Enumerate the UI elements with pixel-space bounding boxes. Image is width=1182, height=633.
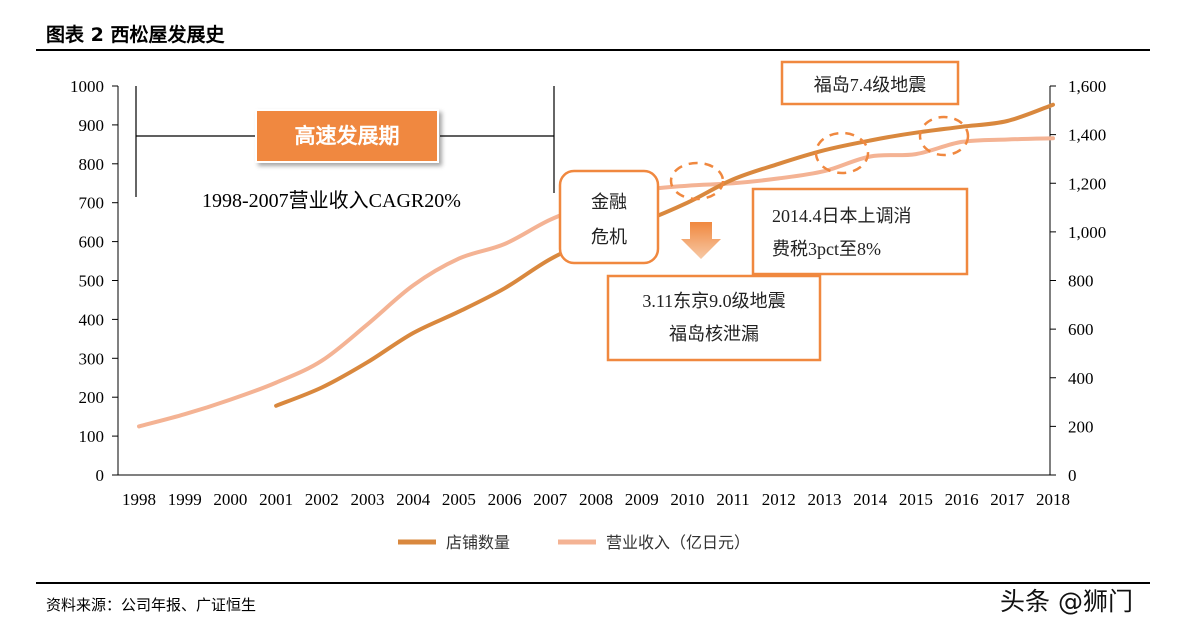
x-tick-label: 1999 bbox=[168, 490, 202, 509]
quake-2011-line-2: 福岛核泄漏 bbox=[669, 324, 759, 344]
title-rule bbox=[36, 49, 1150, 51]
crisis-callout: 金融 危机 bbox=[558, 169, 660, 265]
right-axis-ticks: 0 200 400 600 800 1,000 1,200 1,400 1,600 bbox=[1050, 77, 1106, 485]
right-tick-label: 200 bbox=[1068, 417, 1094, 436]
right-tick-label: 0 bbox=[1068, 466, 1077, 485]
source-rule bbox=[36, 582, 1150, 584]
right-tick-label: 1,400 bbox=[1068, 126, 1106, 145]
right-tick-label: 1,600 bbox=[1068, 77, 1106, 96]
high-growth-bracket: 高速发展期 bbox=[135, 86, 555, 197]
x-tick-label: 2014 bbox=[853, 490, 888, 509]
x-tick-label: 2016 bbox=[945, 490, 979, 509]
down-arrow-icon bbox=[681, 222, 721, 259]
right-tick-label: 400 bbox=[1068, 369, 1094, 388]
right-tick-label: 600 bbox=[1068, 320, 1094, 339]
right-tick-label: 800 bbox=[1068, 272, 1094, 291]
x-tick-label: 2011 bbox=[716, 490, 749, 509]
left-tick-label: 600 bbox=[79, 233, 105, 252]
left-tick-label: 500 bbox=[79, 272, 105, 291]
source-note: 资料来源：公司年报、广证恒生 bbox=[46, 596, 257, 614]
x-tick-label: 2001 bbox=[259, 490, 293, 509]
x-tick-label: 2009 bbox=[625, 490, 659, 509]
crisis-line-2: 危机 bbox=[591, 227, 627, 247]
x-tick-label: 2000 bbox=[213, 490, 247, 509]
left-tick-label: 900 bbox=[79, 116, 105, 135]
x-tick-label: 2010 bbox=[670, 490, 704, 509]
x-tick-label: 2007 bbox=[533, 490, 568, 509]
x-tick-label: 2006 bbox=[488, 490, 522, 509]
left-axis-ticks: 0 100 200 300 400 500 600 700 800 900 1000 bbox=[70, 77, 118, 485]
quake-2016-marker bbox=[918, 115, 970, 157]
quake-2011-callout: 3.11东京9.0级地震 福岛核泄漏 bbox=[606, 274, 822, 362]
legend-label-revenue: 营业收入（亿日元） bbox=[606, 533, 750, 552]
x-tick-label: 2012 bbox=[762, 490, 796, 509]
left-tick-label: 700 bbox=[79, 194, 105, 213]
x-axis-ticks: 1998 1999 2000 2001 2002 2003 2004 2005 2006 2007… bbox=[122, 490, 1070, 509]
left-tick-label: 0 bbox=[96, 466, 105, 485]
figure-title: 图表 2 西松屋发展史 bbox=[46, 24, 225, 46]
chart: 0 100 200 300 400 500 600 700 800 900 1000 0 200 400… bbox=[70, 60, 1106, 552]
x-tick-label: 2008 bbox=[579, 490, 613, 509]
x-tick-label: 2013 bbox=[808, 490, 842, 509]
x-tick-label: 1998 bbox=[122, 490, 156, 509]
right-tick-label: 1,000 bbox=[1068, 223, 1106, 242]
period-label: 高速发展期 bbox=[295, 124, 400, 148]
tax-2014-line-2: 费税3pct至8% bbox=[772, 239, 881, 259]
x-tick-label: 2002 bbox=[305, 490, 339, 509]
x-tick-label: 2004 bbox=[396, 490, 431, 509]
x-tick-label: 2018 bbox=[1036, 490, 1070, 509]
watermark: 头条 @狮门 bbox=[1000, 587, 1133, 616]
left-tick-label: 300 bbox=[79, 349, 105, 368]
quake-2011-marker bbox=[669, 161, 725, 259]
legend-label-store-count: 店铺数量 bbox=[446, 533, 510, 552]
crisis-line-1: 金融 bbox=[591, 192, 627, 212]
x-tick-label: 2003 bbox=[351, 490, 385, 509]
left-tick-label: 800 bbox=[79, 155, 105, 174]
left-tick-label: 200 bbox=[79, 388, 105, 407]
quake-2011-line-1: 3.11东京9.0级地震 bbox=[642, 291, 785, 311]
x-tick-label: 2017 bbox=[990, 490, 1025, 509]
quake-2016-callout: 福岛7.4级地震 bbox=[780, 60, 960, 106]
cagr-label: 1998-2007营业收入CAGR20% bbox=[202, 189, 461, 212]
left-tick-label: 1000 bbox=[70, 77, 104, 96]
tax-2014-line-1: 2014.4日本上调消 bbox=[772, 206, 912, 226]
right-tick-label: 1,200 bbox=[1068, 174, 1106, 193]
left-tick-label: 400 bbox=[79, 310, 105, 329]
left-tick-label: 100 bbox=[79, 427, 105, 446]
tax-2014-marker bbox=[814, 131, 870, 175]
x-tick-label: 2005 bbox=[442, 490, 476, 509]
tax-2014-callout: 2014.4日本上调消 费税3pct至8% bbox=[751, 187, 969, 276]
legend: 店铺数量 营业收入（亿日元） bbox=[398, 533, 750, 552]
x-tick-label: 2015 bbox=[899, 490, 933, 509]
quake-2016-label: 福岛7.4级地震 bbox=[814, 75, 927, 95]
